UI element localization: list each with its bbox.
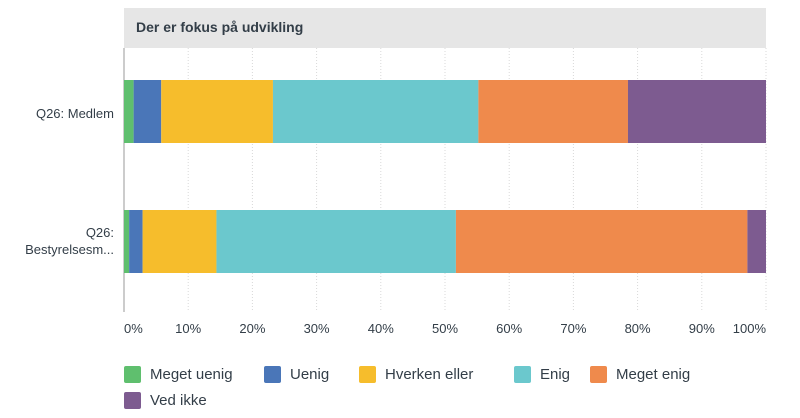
category-label-q26-medlem: Q26: Medlem [35, 106, 114, 121]
legend-label: Meget enig [616, 366, 691, 383]
legend-item[interactable]: Uenig [264, 366, 329, 383]
bar-segment[interactable] [627, 80, 766, 143]
chart-title: Der er fokus på udvikling [136, 19, 304, 35]
bar-segment[interactable] [129, 210, 143, 273]
bar-segment[interactable] [161, 80, 273, 143]
bar-segment[interactable] [124, 210, 130, 273]
x-tick-label: 20% [239, 321, 265, 336]
x-tick-label: 30% [304, 321, 330, 336]
legend-item[interactable]: Enig [514, 366, 570, 383]
legend-swatch [359, 366, 376, 383]
legend-item[interactable]: Ved ikke [124, 392, 207, 409]
bar-segment[interactable] [216, 210, 456, 273]
legend-swatch [590, 366, 607, 383]
legend-label: Uenig [290, 366, 330, 383]
chart-title-bar: Der er fokus på udvikling [124, 8, 766, 48]
legend-swatch [124, 392, 141, 409]
legend-label: Enig [540, 366, 571, 383]
bar-segment[interactable] [478, 80, 628, 143]
x-tick-label: 10% [175, 321, 201, 336]
x-tick-label: 50% [432, 321, 458, 336]
bar-segment[interactable] [124, 80, 134, 143]
x-tick-label: 60% [496, 321, 522, 336]
bar-segment[interactable] [747, 210, 766, 273]
x-tick-label: 0% [124, 321, 143, 336]
x-tick-label: 100% [733, 321, 767, 336]
legend-swatch [124, 366, 141, 383]
bar-segment[interactable] [133, 80, 162, 143]
x-tick-label: 90% [689, 321, 715, 336]
x-tick-label: 80% [625, 321, 651, 336]
legend-item[interactable]: Meget enig [590, 366, 690, 383]
category-label-text: Q26: Bestyrelsesm... [25, 225, 114, 257]
legend-swatch [264, 366, 281, 383]
legend-label: Ved ikke [150, 392, 207, 409]
bar-segment[interactable] [272, 80, 479, 143]
legend-item[interactable]: Hverken eller [359, 366, 473, 383]
legend-label: Meget uenig [150, 366, 233, 383]
category-label-q26-bestyrelse: Q26: Bestyrelsesm... [4, 224, 114, 258]
legend-item[interactable]: Meget uenig [124, 366, 233, 383]
bar-segment[interactable] [142, 210, 217, 273]
x-tick-label: 70% [560, 321, 586, 336]
legend-swatch [514, 366, 531, 383]
bar-segment[interactable] [455, 210, 748, 273]
legend-label: Hverken eller [385, 366, 474, 383]
x-tick-label: 40% [368, 321, 394, 336]
